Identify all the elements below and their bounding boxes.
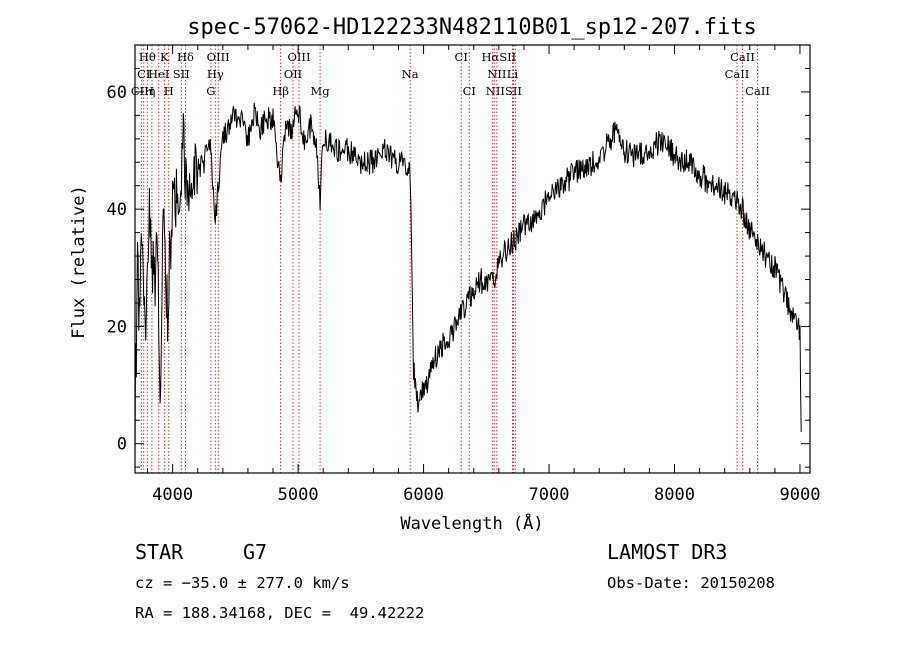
line-id-label: Na [402,67,419,81]
line-id-label: CaII [725,67,750,81]
line-id-label: H [164,84,174,98]
line-id-label: Hβ [272,84,289,98]
spectrum-line [134,102,802,456]
x-axis-ticks: 4000 5000 6000 7000 8000 9000 [147,45,820,505]
line-id-label: HeI [148,67,169,81]
x-tick-label: 8000 [654,485,695,505]
y-tick-label: 60 [107,83,127,103]
line-id-label: η [148,84,155,98]
x-tick-label: 6000 [403,485,444,505]
line-id-label: CI [137,67,150,81]
line-id-label: OIII [207,50,230,64]
line-id-label: CI [463,84,476,98]
y-tick-label: 40 [107,200,127,220]
line-id-label: CaII [730,50,755,64]
y-tick-label: 0 [117,435,127,455]
y-tick-label: 20 [107,317,127,337]
line-id-label: OII [284,67,303,81]
line-id-label: Mg [310,84,330,98]
line-id-label: CIH [131,84,154,98]
x-tick-label: 5000 [278,485,319,505]
line-id-label: HαSII [481,50,516,64]
line-id-label: Hδ [177,50,194,64]
x-tick-label: 7000 [529,485,570,505]
line-id-label: OIII [287,50,310,64]
line-id-label: K [160,50,169,64]
line-id-label: NIISII [486,84,522,98]
redshift-velocity: cz = −35.0 ± 277.0 km/s [135,574,350,592]
chart-title: spec-57062-HD122233N482110B01_sp12-207.f… [187,15,757,40]
survey-name: LAMOST DR3 [607,540,728,564]
x-axis-label: Wavelength (Å) [400,512,543,534]
coordinates: RA = 188.34168, DEC = 49.42222 [135,604,425,622]
x-tick-label: 9000 [779,485,820,505]
line-id-label: NII [487,67,506,81]
spectral-subclass: G7 [243,540,268,564]
object-class: STAR [135,540,184,564]
line-id-label: SII [173,67,190,81]
line-id-label: CI [455,50,468,64]
y-axis-ticks: 0 20 40 60 [107,44,810,468]
line-id-label: Li [507,67,519,81]
observation-date: Obs-Date: 20150208 [607,574,775,592]
plot-frame [134,44,811,474]
line-id-label: G [206,84,215,98]
line-id-label: CaII [745,84,770,98]
line-id-label: Hγ [207,67,224,81]
line-id-label: Hθ [139,50,156,64]
y-axis-label: Flux (relative) [69,185,89,339]
x-tick-label: 4000 [152,485,193,505]
